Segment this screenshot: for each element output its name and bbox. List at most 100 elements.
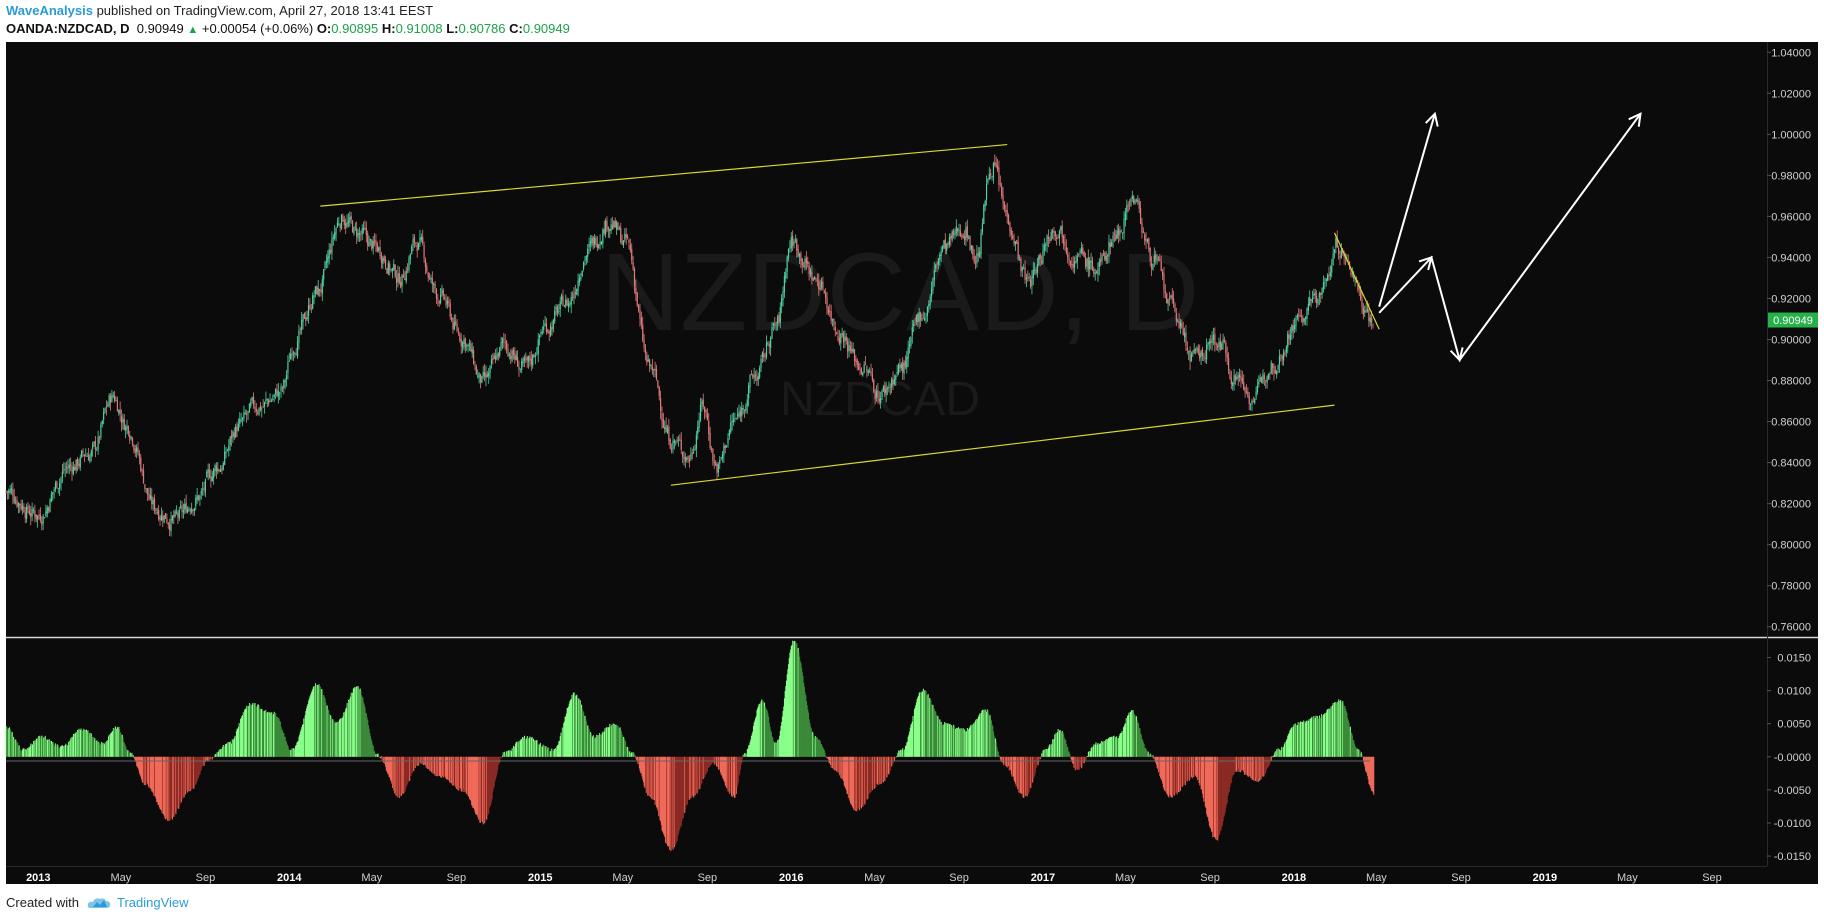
osc-bar — [1320, 714, 1323, 757]
candle-body — [35, 514, 37, 520]
osc-bar — [543, 745, 546, 757]
osc-bar — [1146, 750, 1148, 757]
osc-bar — [303, 718, 306, 757]
osc-bar — [1269, 756, 1271, 764]
candle-body — [1164, 291, 1166, 293]
time-axis[interactable]: 2013 May Sep 2014 May Sep 2015 May Sep 2016 May Sep… — [26, 872, 1722, 884]
osc-bar — [897, 752, 899, 757]
oscillator-axis[interactable]: 0.01500.01000.0050-0.0000-0.0050-0.0100-… — [1767, 653, 1811, 864]
osc-bar — [1136, 716, 1138, 757]
candle-body — [1208, 341, 1210, 344]
candle-body — [1168, 297, 1171, 299]
osc-bar — [650, 756, 652, 796]
osc-bar — [1183, 756, 1185, 785]
candle-body — [1368, 310, 1370, 321]
osc-bar — [154, 756, 156, 795]
candle-body — [1271, 363, 1274, 368]
candle-body — [882, 387, 885, 391]
osc-bar — [469, 756, 471, 800]
osc-bar — [481, 756, 483, 821]
osc-bar — [837, 756, 839, 773]
osc-bar — [1354, 746, 1356, 757]
osc-bar — [233, 737, 235, 757]
osc-bar — [376, 754, 378, 757]
candle-body — [406, 268, 409, 270]
candle-body — [483, 371, 486, 377]
osc-bar — [793, 641, 795, 757]
osc-bar — [957, 728, 959, 757]
osc-bar — [923, 691, 925, 757]
osc-bar — [759, 703, 761, 757]
osc-bar — [207, 756, 209, 759]
candle-body — [702, 399, 704, 407]
candle-body — [417, 243, 420, 250]
author-link[interactable]: WaveAnalysis — [6, 3, 93, 18]
osc-bar — [1089, 751, 1091, 757]
candle-body — [230, 435, 233, 439]
candle-body — [1142, 231, 1144, 233]
osc-bar — [1061, 733, 1063, 757]
candle-body — [789, 247, 791, 249]
candle-body — [884, 385, 886, 394]
osc-bar — [884, 756, 886, 781]
osc-bar — [964, 729, 966, 757]
osc-bar — [383, 756, 385, 763]
osc-bar — [1172, 756, 1174, 796]
osc-bar — [1058, 731, 1060, 757]
osc-bar — [1175, 756, 1177, 794]
osc-bar — [1243, 756, 1246, 775]
osc-bar — [1319, 717, 1321, 757]
osc-bar — [1280, 750, 1282, 757]
osc-bar — [108, 734, 110, 757]
candle-body — [728, 430, 730, 437]
osc-bar — [1325, 714, 1327, 757]
osc-bar — [1088, 751, 1090, 757]
osc-bar — [682, 756, 684, 819]
osc-bar — [305, 711, 307, 757]
candle-body — [1157, 257, 1160, 259]
osc-bar — [910, 724, 912, 757]
price-axis[interactable]: 1.040001.020001.000000.980000.960000.940… — [1767, 47, 1811, 634]
osc-bar — [453, 756, 455, 786]
candle-body — [1017, 242, 1019, 260]
candle-body — [185, 502, 187, 513]
candle-body — [479, 374, 482, 383]
osc-bar — [1307, 722, 1309, 757]
candle-body — [697, 427, 699, 434]
tradingview-link[interactable]: TradingView — [116, 895, 189, 910]
drawings-layer[interactable] — [320, 111, 1642, 486]
candle-body — [1219, 340, 1221, 350]
osc-bar — [1036, 756, 1039, 764]
candle-body — [940, 251, 942, 256]
candle-body — [408, 258, 410, 271]
candle-body — [284, 380, 286, 383]
candle-body — [394, 265, 396, 277]
candle-body — [892, 378, 894, 385]
osc-bar — [1257, 756, 1259, 781]
osc-bar — [1081, 756, 1083, 768]
osc-bar — [598, 733, 601, 757]
osc-bar — [1148, 754, 1150, 757]
osc-bar — [708, 756, 710, 768]
osc-bar — [692, 756, 694, 797]
osc-bar — [493, 756, 495, 787]
osc-bar — [1323, 714, 1325, 757]
osc-bar — [788, 657, 790, 757]
candle-body — [218, 469, 220, 471]
osc-bar — [1134, 715, 1136, 757]
candle-body — [1291, 324, 1293, 334]
osc-bar — [773, 742, 775, 757]
osc-bar — [842, 756, 844, 780]
osc-bar — [1296, 725, 1298, 757]
osc-bar — [728, 756, 730, 790]
candle-body — [633, 268, 636, 287]
osc-bar — [524, 735, 526, 757]
candle-body — [1175, 313, 1177, 322]
osc-bar — [494, 756, 496, 782]
candle-body — [1365, 310, 1367, 312]
candle-body — [1320, 292, 1322, 295]
osc-bar — [1235, 756, 1237, 772]
osc-bar — [744, 753, 746, 757]
osc-bar — [1019, 756, 1021, 791]
